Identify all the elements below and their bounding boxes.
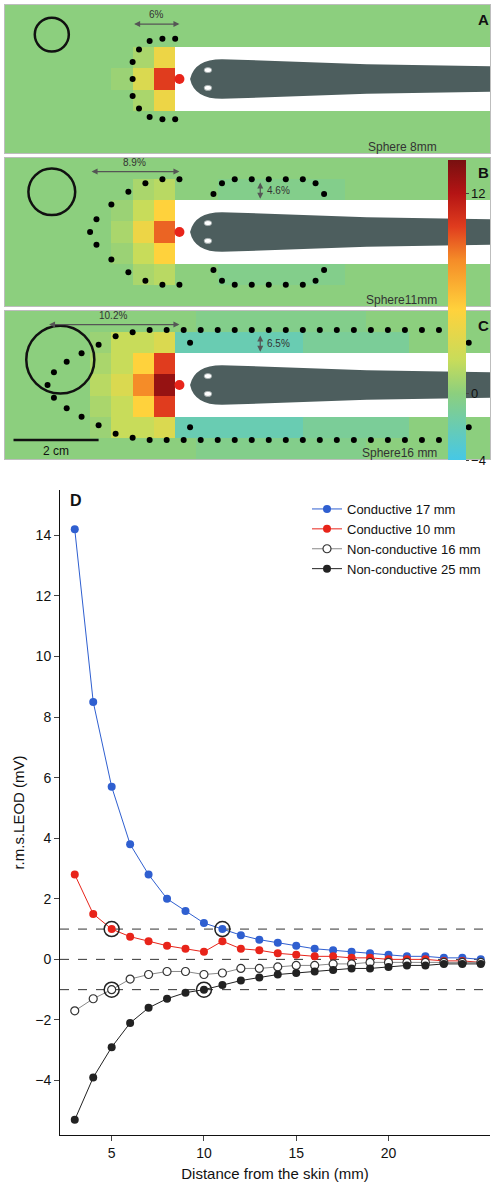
svg-text:6.5%: 6.5% (267, 338, 290, 349)
svg-text:Non-conductive 16 mm: Non-conductive 16 mm (347, 542, 481, 557)
svg-text:4.6%: 4.6% (267, 185, 290, 196)
svg-text:10: 10 (196, 1145, 212, 1161)
svg-text:A: A (478, 11, 489, 28)
svg-text:2: 2 (43, 891, 51, 907)
svg-text:15: 15 (288, 1145, 304, 1161)
svg-text:8: 8 (43, 709, 51, 725)
svg-text:Sphere16 mm: Sphere16 mm (362, 446, 437, 460)
svg-text:Non-conductive 25 mm: Non-conductive 25 mm (347, 562, 481, 577)
svg-text:D: D (70, 492, 82, 509)
svg-text:0: 0 (471, 386, 478, 401)
svg-text:B: B (478, 164, 489, 181)
svg-text:Conductive 10 mm: Conductive 10 mm (347, 522, 455, 537)
svg-text:8.9%: 8.9% (123, 157, 146, 168)
svg-text:r.m.s.LEOD (mV): r.m.s.LEOD (mV) (10, 755, 27, 869)
svg-text:0: 0 (43, 951, 51, 967)
svg-text:C: C (478, 317, 489, 334)
svg-text:−2: −2 (35, 1012, 51, 1028)
svg-text:−4: −4 (35, 1072, 51, 1088)
svg-text:10: 10 (36, 648, 52, 664)
svg-text:Sphere11mm: Sphere11mm (366, 293, 437, 307)
svg-text:10.2%: 10.2% (99, 310, 127, 321)
svg-text:6: 6 (43, 770, 51, 786)
svg-text:4: 4 (43, 830, 51, 846)
svg-text:14: 14 (36, 527, 52, 543)
svg-text:Distance from the skin (mm): Distance from the skin (mm) (181, 1165, 369, 1182)
svg-text:12: 12 (471, 186, 485, 201)
svg-text:20: 20 (381, 1145, 397, 1161)
svg-text:5: 5 (108, 1145, 116, 1161)
svg-text:Sphere 8mm: Sphere 8mm (368, 140, 437, 154)
svg-text:6%: 6% (149, 9, 164, 20)
svg-text:12: 12 (36, 588, 52, 604)
svg-text:Conductive 17 mm: Conductive 17 mm (347, 502, 455, 517)
svg-text:2 cm: 2 cm (43, 444, 69, 458)
svg-text:−4: −4 (471, 453, 486, 468)
